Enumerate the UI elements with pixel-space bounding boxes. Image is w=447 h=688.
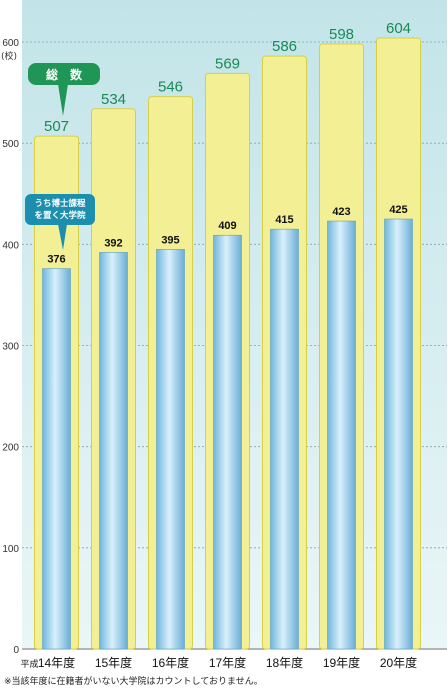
doctoral-value-label: 415 bbox=[275, 214, 293, 226]
x-category-label: 18年度 bbox=[266, 655, 303, 670]
total-value-label: 586 bbox=[272, 38, 297, 55]
doctoral-value-label: 423 bbox=[332, 206, 350, 218]
legend-total-callout: 総 数 bbox=[28, 63, 100, 116]
total-value-label: 604 bbox=[386, 20, 411, 37]
x-category-label: 19年度 bbox=[323, 655, 360, 670]
legend-total-box bbox=[28, 63, 100, 85]
legend-total-pointer bbox=[58, 84, 68, 116]
bars: 507 376 534 392 546 395 569 409 586 415 598 423 604 4… bbox=[34, 20, 421, 650]
doctoral-value-label: 376 bbox=[47, 254, 65, 266]
y-tick-label: 100 bbox=[2, 544, 19, 555]
doctoral-value-label: 395 bbox=[161, 234, 179, 246]
x-category-label: 17年度 bbox=[209, 655, 246, 670]
legend-total-label: 総 数 bbox=[46, 67, 83, 82]
total-value-label: 534 bbox=[101, 91, 126, 108]
y-tick-label: 400 bbox=[2, 240, 19, 251]
legend-doctoral-callout: うち博士課程 を置く大学院 bbox=[25, 194, 95, 250]
x-category-label: 20年度 bbox=[380, 655, 417, 670]
x-category-label: 16年度 bbox=[152, 655, 189, 670]
y-tick-label: 500 bbox=[2, 139, 19, 150]
footnote: ※当該年度に在籍者がいない大学院はカウントしておりません。 bbox=[4, 675, 263, 687]
x-category-prefix: 平成 bbox=[20, 658, 38, 669]
doctoral-bar bbox=[99, 252, 128, 650]
total-value-label: 546 bbox=[158, 79, 183, 96]
doctoral-bar bbox=[213, 234, 242, 650]
total-value-label: 569 bbox=[215, 55, 240, 72]
y-tick-label: 200 bbox=[2, 443, 19, 454]
x-category-label: 14年度 bbox=[38, 655, 75, 670]
total-value-label: 598 bbox=[329, 26, 354, 43]
y-unit-label: (校) bbox=[1, 50, 17, 62]
doctoral-value-label: 425 bbox=[389, 204, 407, 216]
x-axis: 平成 14年度 15年度 16年度 17年度 18年度 19年度 20年度 bbox=[20, 655, 417, 670]
y-tick-label: 600 bbox=[2, 38, 19, 49]
x-category-label: 15年度 bbox=[95, 655, 132, 670]
y-tick-label: 300 bbox=[2, 342, 19, 353]
doctoral-value-label: 392 bbox=[104, 237, 122, 249]
legend-doctoral-box bbox=[25, 194, 95, 225]
doctoral-value-label: 409 bbox=[218, 220, 236, 232]
legend-doctoral-pointer bbox=[58, 224, 67, 250]
legend-doctoral-label-line-2: を置く大学院 bbox=[34, 210, 86, 221]
doctoral-bar bbox=[270, 228, 299, 650]
doctoral-bar bbox=[42, 268, 71, 650]
total-value-label: 507 bbox=[44, 118, 69, 135]
doctoral-bar bbox=[327, 220, 356, 650]
doctoral-bar bbox=[156, 249, 185, 650]
y-tick-label: 0 bbox=[13, 645, 19, 656]
legend-doctoral-label-line-1: うち博士課程 bbox=[34, 198, 86, 209]
doctoral-bar bbox=[384, 218, 413, 650]
